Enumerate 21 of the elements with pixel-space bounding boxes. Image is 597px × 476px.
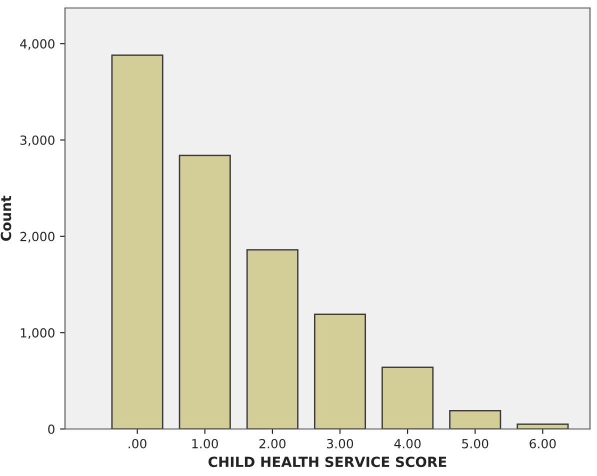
bar bbox=[314, 314, 366, 429]
y-tick-label: 1,000 bbox=[20, 328, 54, 339]
y-axis-title: Count bbox=[0, 196, 12, 241]
bar bbox=[246, 249, 298, 429]
bar bbox=[178, 154, 231, 429]
bar bbox=[382, 366, 434, 429]
bar bbox=[449, 410, 502, 429]
y-tick-label: 0 bbox=[48, 424, 54, 434]
x-tick-label: 5.00 bbox=[462, 438, 488, 448]
y-tick-label: 4,000 bbox=[20, 39, 54, 50]
x-tick-label: 4.00 bbox=[394, 438, 421, 448]
bar bbox=[516, 423, 569, 429]
x-tick-label: .00 bbox=[128, 438, 146, 448]
y-tick-label: 3,000 bbox=[20, 135, 54, 146]
x-tick-label: 1.00 bbox=[192, 438, 218, 448]
x-tick-label: 2.00 bbox=[259, 438, 286, 448]
bar bbox=[111, 54, 164, 429]
y-tick-label: 2,000 bbox=[20, 232, 54, 243]
x-tick-label: 6.00 bbox=[530, 438, 556, 448]
x-tick-label: 3.00 bbox=[327, 438, 354, 448]
x-axis-title: CHILD HEALTH SERVICE SCORE bbox=[208, 456, 446, 468]
